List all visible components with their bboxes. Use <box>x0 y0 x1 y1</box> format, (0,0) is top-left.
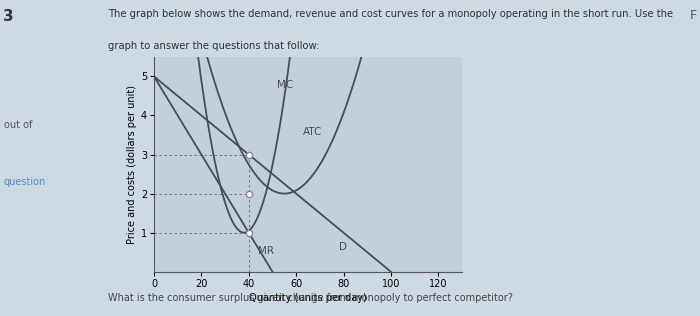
Text: MC: MC <box>277 80 293 90</box>
Text: out of: out of <box>4 120 32 130</box>
Text: The graph below shows the demand, revenue and cost curves for a monopoly operati: The graph below shows the demand, revenu… <box>108 9 673 20</box>
Text: question: question <box>4 177 46 187</box>
Y-axis label: Price and costs (dollars per unit): Price and costs (dollars per unit) <box>127 85 136 244</box>
Text: MR: MR <box>258 246 274 256</box>
Text: graph to answer the questions that follow:: graph to answer the questions that follo… <box>108 41 320 51</box>
Text: 3: 3 <box>4 9 14 24</box>
Text: F: F <box>690 9 696 22</box>
Text: ATC: ATC <box>303 127 323 137</box>
Text: D: D <box>339 242 346 252</box>
Text: What is the consumer surplus given change from monopoly to perfect competitor?: What is the consumer surplus given chang… <box>108 293 513 303</box>
X-axis label: Quantity (units per day): Quantity (units per day) <box>249 293 367 303</box>
